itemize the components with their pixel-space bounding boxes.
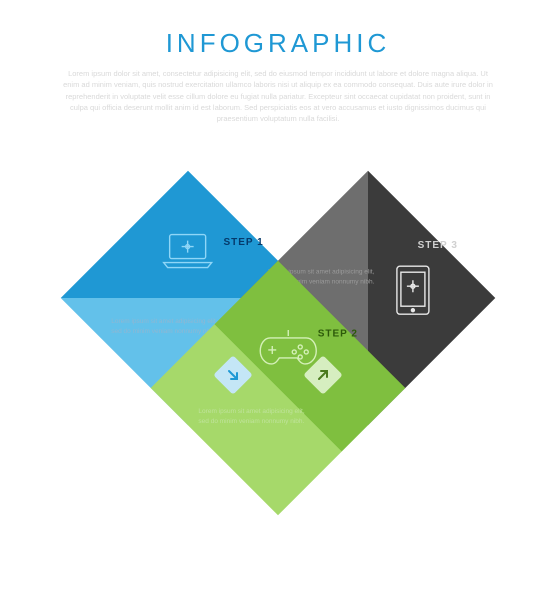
arrow-down-right-icon — [226, 368, 240, 382]
tablet-crosshair-icon — [393, 264, 433, 321]
arrow-up-right-icon — [316, 368, 330, 382]
intro-paragraph: Lorem ipsum dolor sit amet, consectetur … — [60, 68, 496, 124]
infographic-stage: STEP 1 Lorem ipsum sit amet adipisicing … — [0, 160, 556, 580]
title-text: INFOGRAPHIC — [166, 28, 391, 58]
step-3-label: STEP 3 — [418, 240, 458, 251]
laptop-crosshair-icon — [160, 231, 216, 276]
page-title: INFOGRAPHIC — [0, 28, 556, 59]
step-1-label: STEP 1 — [223, 237, 263, 248]
intro-text: Lorem ipsum dolor sit amet, consectetur … — [63, 69, 493, 123]
step-2-body: Lorem ipsum sit amet adipisicing elit, s… — [198, 407, 308, 427]
step-2-label: STEP 2 — [318, 329, 358, 340]
gamepad-icon — [258, 328, 318, 371]
